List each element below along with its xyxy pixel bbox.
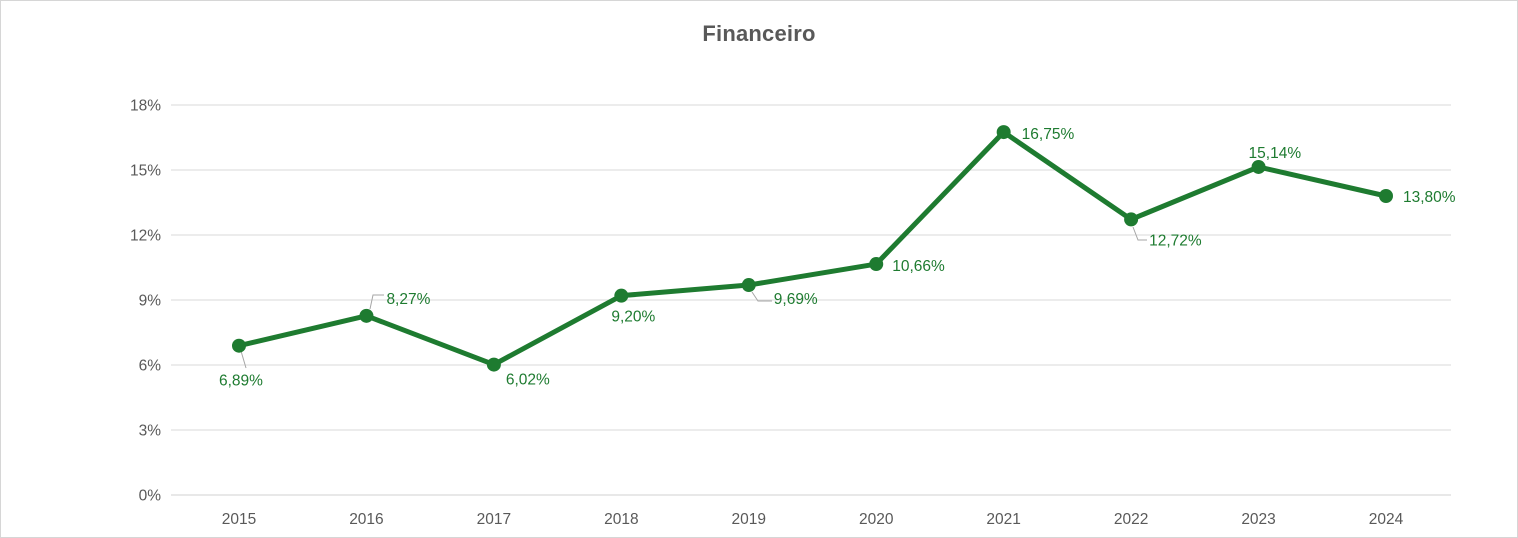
y-tick-label: 12% (130, 228, 161, 245)
x-tick-label: 2024 (1369, 511, 1404, 528)
x-tick-label: 2016 (349, 511, 383, 528)
data-label-leader-line (369, 294, 384, 310)
data-point-marker[interactable] (869, 257, 884, 272)
data-point-label: 6,02% (506, 372, 550, 389)
data-point-marker[interactable] (232, 338, 246, 353)
data-label-leader-line (1132, 226, 1147, 241)
y-tick-label: 18% (130, 98, 161, 115)
data-point-label: 12,72% (1149, 232, 1202, 249)
y-tick-label: 15% (130, 163, 161, 180)
data-point-marker[interactable] (614, 288, 629, 303)
x-tick-label: 2017 (477, 511, 511, 528)
data-point-label: 6,89% (219, 373, 263, 390)
data-point-label: 10,66% (892, 258, 945, 275)
data-point-label: 9,69% (774, 291, 818, 308)
x-tick-label: 2022 (1114, 511, 1148, 528)
data-point-marker[interactable] (996, 125, 1011, 140)
y-tick-label: 3% (139, 423, 162, 440)
x-tick-label: 2021 (986, 511, 1020, 528)
y-tick-label: 6% (139, 358, 162, 375)
data-point-label: 8,27% (386, 291, 430, 308)
y-tick-label: 0% (139, 488, 162, 505)
data-point-marker[interactable] (1379, 189, 1393, 203)
data-point-label: 15,14% (1249, 145, 1302, 162)
y-tick-label: 9% (139, 293, 162, 310)
data-point-marker[interactable] (1124, 212, 1139, 227)
data-point-marker[interactable] (359, 308, 374, 323)
data-point-marker[interactable] (741, 278, 756, 293)
data-point-marker[interactable] (1251, 159, 1266, 174)
data-point-label: 13,80% (1403, 189, 1456, 206)
data-point-marker[interactable] (486, 357, 501, 372)
data-point-label: 16,75% (1022, 126, 1075, 143)
x-tick-label: 2015 (222, 511, 256, 528)
series-line[interactable] (236, 129, 1389, 368)
x-tick-label: 2023 (1241, 511, 1275, 528)
x-tick-label: 2019 (732, 511, 766, 528)
data-label-leader-line (751, 291, 772, 302)
x-tick-label: 2020 (859, 511, 894, 528)
x-tick-label: 2018 (604, 511, 638, 528)
data-label-leader-line (240, 350, 247, 369)
data-point-label: 9,20% (611, 309, 655, 326)
chart-title: Financeiro (702, 21, 816, 46)
